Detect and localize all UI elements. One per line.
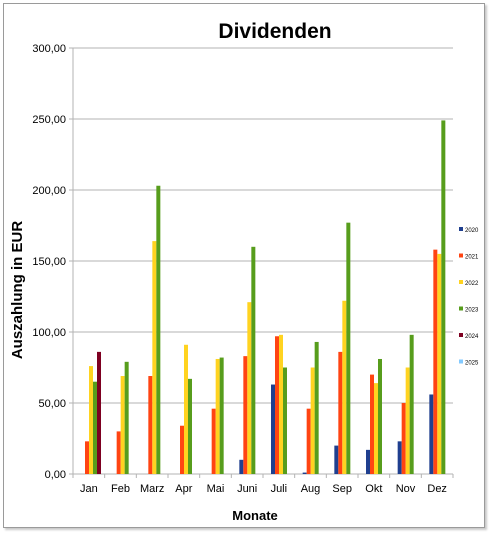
bar-2023-Apr [188, 378, 192, 474]
bar-2021-Nov [401, 403, 406, 474]
bar-2023-Okt [378, 358, 382, 474]
bar-2023-Feb [124, 361, 129, 474]
bar-2023-Juni [251, 246, 256, 474]
bar-2020-Aug [302, 472, 307, 474]
y-tick-label: 150,00 [32, 256, 66, 268]
legend-label: 2024 [465, 334, 479, 340]
legend-swatch-2021 [459, 253, 463, 258]
bar-2020-Sep [334, 445, 339, 474]
x-tick-label: Nov [396, 483, 416, 495]
bar-2024-Jan [97, 351, 101, 474]
y-axis-label: Auszahlung in EUR [9, 221, 26, 360]
legend-swatch-2022 [459, 280, 463, 284]
y-tick-label: 250,00 [32, 114, 66, 126]
chart-title: Dividenden [218, 20, 331, 43]
bar-2023-Juli [283, 367, 287, 474]
x-tick-label: Marz [140, 483, 164, 495]
x-tick-label: Juli [271, 483, 288, 495]
bar-2022-Juli [279, 334, 283, 474]
bar-2023-Jan [93, 381, 97, 474]
bar-2021-Feb [116, 431, 121, 474]
bar-2020-Juli [271, 384, 275, 474]
bar-2021-Mai [211, 408, 216, 474]
x-tick-label: Aug [301, 483, 321, 495]
legend-label: 2025 [465, 361, 479, 367]
bar-2022-Feb [120, 376, 125, 474]
x-tick-label: Dez [427, 483, 447, 495]
bar-2023-Mai [219, 357, 224, 474]
x-tick-label: Jan [80, 483, 98, 495]
legend-swatch-2020 [459, 227, 463, 231]
bar-2022-Apr [184, 344, 188, 474]
x-tick-label: Mai [207, 483, 225, 495]
bar-2021-Marz [148, 376, 153, 474]
bar-2023-Sep [346, 222, 351, 474]
legend-label: 2020 [465, 228, 479, 234]
x-tick-label: Juni [237, 483, 257, 495]
legend-label: 2021 [465, 255, 479, 261]
bar-2022-Okt [374, 383, 378, 474]
bar-2022-Aug [310, 367, 315, 474]
bar-2021-Okt [370, 374, 374, 474]
bar-2022-Nov [405, 367, 410, 474]
x-axis-label: Monate [232, 508, 278, 523]
y-tick-label: 100,00 [32, 327, 66, 339]
bar-2021-Juni [243, 356, 248, 474]
bar-2020-Okt [366, 449, 370, 474]
bar-2021-Juli [275, 336, 279, 474]
legend-label: 2023 [465, 308, 479, 314]
y-tick-label: 50,00 [38, 398, 66, 410]
bar-2023-Nov [409, 334, 414, 474]
bar-2023-Dez [441, 120, 446, 475]
bar-2022-Jan [89, 366, 93, 474]
bar-2023-Aug [314, 341, 319, 474]
bar-2021-Sep [338, 351, 343, 474]
bar-2020-Juni [239, 459, 244, 474]
bar-2021-Apr [180, 425, 184, 474]
bar-2020-Nov [397, 441, 402, 474]
legend-swatch-2023 [459, 306, 463, 311]
y-tick-label: 200,00 [32, 185, 66, 197]
x-tick-label: Okt [365, 483, 382, 495]
legend-swatch-2025 [459, 359, 463, 364]
bar-2021-Dez [433, 249, 438, 474]
bar-2021-Aug [306, 408, 311, 474]
bar-2023-Marz [156, 185, 161, 475]
legend-swatch-2024 [459, 333, 463, 337]
bar-2022-Marz [152, 241, 157, 474]
y-tick-label: 300,00 [32, 43, 66, 55]
x-tick-label: Sep [332, 483, 352, 495]
bar-2020-Dez [429, 394, 434, 474]
bar-2022-Dez [437, 253, 442, 474]
legend-label: 2022 [465, 281, 479, 287]
x-tick-label: Apr [175, 483, 192, 495]
bar-2022-Mai [215, 358, 220, 474]
x-tick-label: Feb [111, 483, 130, 495]
bar-2022-Sep [342, 300, 347, 474]
bar-2021-Jan [85, 441, 89, 474]
y-tick-label: 0,00 [45, 469, 66, 481]
bar-2022-Juni [247, 302, 252, 474]
